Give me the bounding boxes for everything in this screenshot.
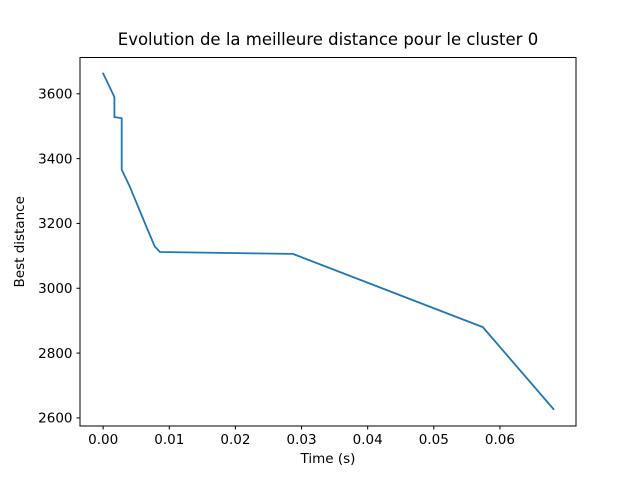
x-tick-label: 0.01 [154,432,184,448]
x-tick-label: 0.05 [419,432,449,448]
x-axis-label: Time (s) [300,451,356,467]
chart-title: Evolution de la meilleure distance pour … [118,30,538,49]
y-tick-label: 2800 [38,346,72,362]
x-tick-label: 0.04 [353,432,383,448]
x-tick-label: 0.02 [220,432,250,448]
y-axis-label: Best distance [12,196,28,287]
x-tick-label: 0.03 [287,432,317,448]
x-tick-label: 0.00 [88,432,118,448]
y-tick-label: 2600 [38,411,72,427]
y-tick-label: 3000 [38,281,72,297]
y-tick-label: 3200 [38,216,72,232]
y-tick-label: 3600 [38,87,72,103]
y-tick-label: 3400 [38,151,72,167]
x-axis-ticks: 0.00 0.01 0.02 0.03 0.04 0.05 0.06 [88,426,515,448]
y-axis-ticks: 2600 2800 3000 3200 3400 3600 [38,87,80,427]
plot-area-border [79,57,577,427]
x-tick-label: 0.06 [485,432,515,448]
series-group [102,72,555,411]
series-line [102,72,555,411]
